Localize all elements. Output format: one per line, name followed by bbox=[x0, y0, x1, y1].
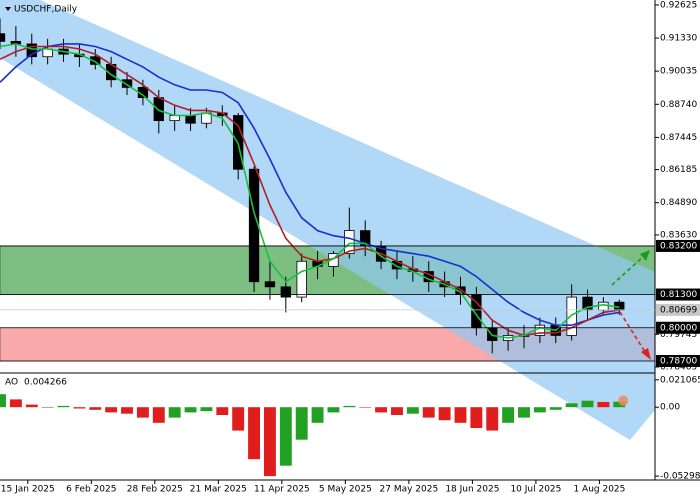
ao-bar bbox=[0, 394, 6, 408]
level-tag bbox=[656, 321, 700, 334]
ao-bar bbox=[9, 399, 22, 408]
level-label: 0.80000 bbox=[660, 323, 697, 333]
ao-bar bbox=[613, 401, 626, 408]
indicator-y-tick-label: 0.021065 bbox=[660, 375, 700, 385]
candle-body bbox=[248, 168, 260, 283]
x-tick-label: 5 May 2025 bbox=[319, 485, 372, 495]
ao-bar bbox=[263, 407, 276, 477]
ao-bar bbox=[343, 405, 356, 408]
ao-bar bbox=[216, 407, 229, 415]
level-label: 0.80699 bbox=[660, 305, 697, 315]
ao-bar bbox=[565, 403, 578, 408]
candle-body bbox=[121, 79, 133, 88]
candle-body bbox=[185, 115, 196, 124]
moving-average bbox=[0, 43, 620, 339]
ao-bar bbox=[597, 402, 610, 408]
ao-bar bbox=[375, 407, 388, 413]
candle-body bbox=[566, 296, 577, 336]
y-tick-label: 0.84890 bbox=[660, 198, 697, 208]
ao-bar bbox=[105, 407, 118, 413]
y-tick-label: 0.90035 bbox=[660, 67, 697, 77]
ao-bar bbox=[295, 407, 308, 440]
ao-bar bbox=[136, 407, 149, 418]
ao-bar bbox=[422, 407, 435, 418]
moving-average bbox=[0, 45, 620, 337]
ao-bar bbox=[89, 407, 102, 410]
x-tick-label: 15 Jan 2025 bbox=[1, 485, 55, 495]
ao-bar bbox=[502, 407, 515, 423]
level-tag bbox=[656, 303, 700, 316]
level-tag bbox=[656, 239, 700, 252]
ao-bar bbox=[41, 407, 54, 408]
ao-bar bbox=[73, 407, 86, 409]
ao-bar bbox=[25, 404, 38, 408]
indicator-y-tick-label: 0.00 bbox=[660, 403, 680, 413]
ao-bar bbox=[518, 407, 530, 418]
y-tick-label: 0.83630 bbox=[660, 230, 697, 240]
level-label: 0.83200 bbox=[660, 241, 697, 251]
ao-bar bbox=[438, 407, 451, 421]
ao-bar bbox=[454, 407, 467, 423]
indicator-y-tick-label: -0.052982 bbox=[660, 472, 700, 482]
ao-marker bbox=[618, 395, 629, 406]
symbol-menu-icon[interactable] bbox=[5, 7, 11, 11]
up-arrow-head bbox=[640, 250, 650, 261]
content bbox=[0, 18, 626, 477]
ao-bar bbox=[232, 407, 245, 431]
chart-title: USDCHF,Daily bbox=[14, 5, 78, 15]
x-tick-label: 11 Apr 2025 bbox=[254, 485, 310, 495]
candle-body bbox=[280, 286, 291, 298]
x-tick-label: 27 May 2025 bbox=[380, 485, 439, 495]
level-label: 0.78700 bbox=[660, 357, 697, 367]
moving-average bbox=[0, 43, 620, 326]
y-tick-label: 0.87445 bbox=[660, 133, 697, 143]
ao-bar bbox=[200, 407, 213, 412]
ao-bar bbox=[406, 407, 419, 414]
x-tick-label: 6 Feb 2025 bbox=[66, 485, 116, 495]
ao-bar bbox=[279, 407, 292, 466]
level-label: 0.81300 bbox=[660, 290, 697, 300]
ao-bar bbox=[327, 407, 340, 413]
ao-bar bbox=[152, 407, 165, 423]
candle-body bbox=[344, 230, 355, 255]
down-arrow-head bbox=[641, 348, 651, 360]
level-tag bbox=[656, 288, 700, 301]
x-tick-label: 10 Jul 2025 bbox=[510, 485, 561, 495]
y-tick-label: 0.88740 bbox=[660, 100, 697, 110]
x-tick-label: 1 Aug 2025 bbox=[573, 485, 625, 495]
up-arrow bbox=[611, 254, 646, 286]
ao-bar bbox=[486, 407, 499, 431]
ao-bar bbox=[184, 407, 197, 413]
x-tick-label: 28 Feb 2025 bbox=[127, 485, 183, 495]
indicator-value: 0.004266 bbox=[24, 378, 67, 388]
x-tick-label: 18 Jun 2025 bbox=[445, 485, 499, 495]
ao-bar bbox=[470, 407, 483, 428]
candle-body bbox=[264, 281, 276, 288]
candle-body bbox=[153, 97, 164, 122]
indicator-title: AO bbox=[5, 378, 18, 388]
ao-bar bbox=[533, 407, 546, 413]
ao-bar bbox=[311, 407, 324, 423]
ao-bar bbox=[57, 405, 70, 408]
y-tick-label: 0.91330 bbox=[660, 34, 697, 44]
y-tick-label: 0.79745 bbox=[660, 330, 697, 340]
y-tick-label: 0.78465 bbox=[660, 363, 697, 373]
x-tick-label: 21 Mar 2025 bbox=[190, 485, 247, 495]
ao-bar bbox=[391, 407, 403, 415]
candle-body bbox=[90, 56, 101, 65]
ao-bar bbox=[121, 407, 133, 414]
candle-body bbox=[296, 260, 307, 298]
y-tick-label: 0.92625 bbox=[660, 0, 697, 10]
candle-body bbox=[26, 43, 37, 58]
ao-bar bbox=[581, 400, 594, 408]
ao-bar bbox=[168, 407, 181, 418]
down-arrow bbox=[619, 311, 646, 353]
candle-body bbox=[0, 33, 6, 42]
y-tick-label: 0.86185 bbox=[660, 165, 697, 175]
ao-bar bbox=[359, 407, 372, 408]
level-tag bbox=[656, 355, 700, 368]
ao-bar bbox=[549, 407, 562, 410]
ao-bar bbox=[248, 407, 261, 460]
